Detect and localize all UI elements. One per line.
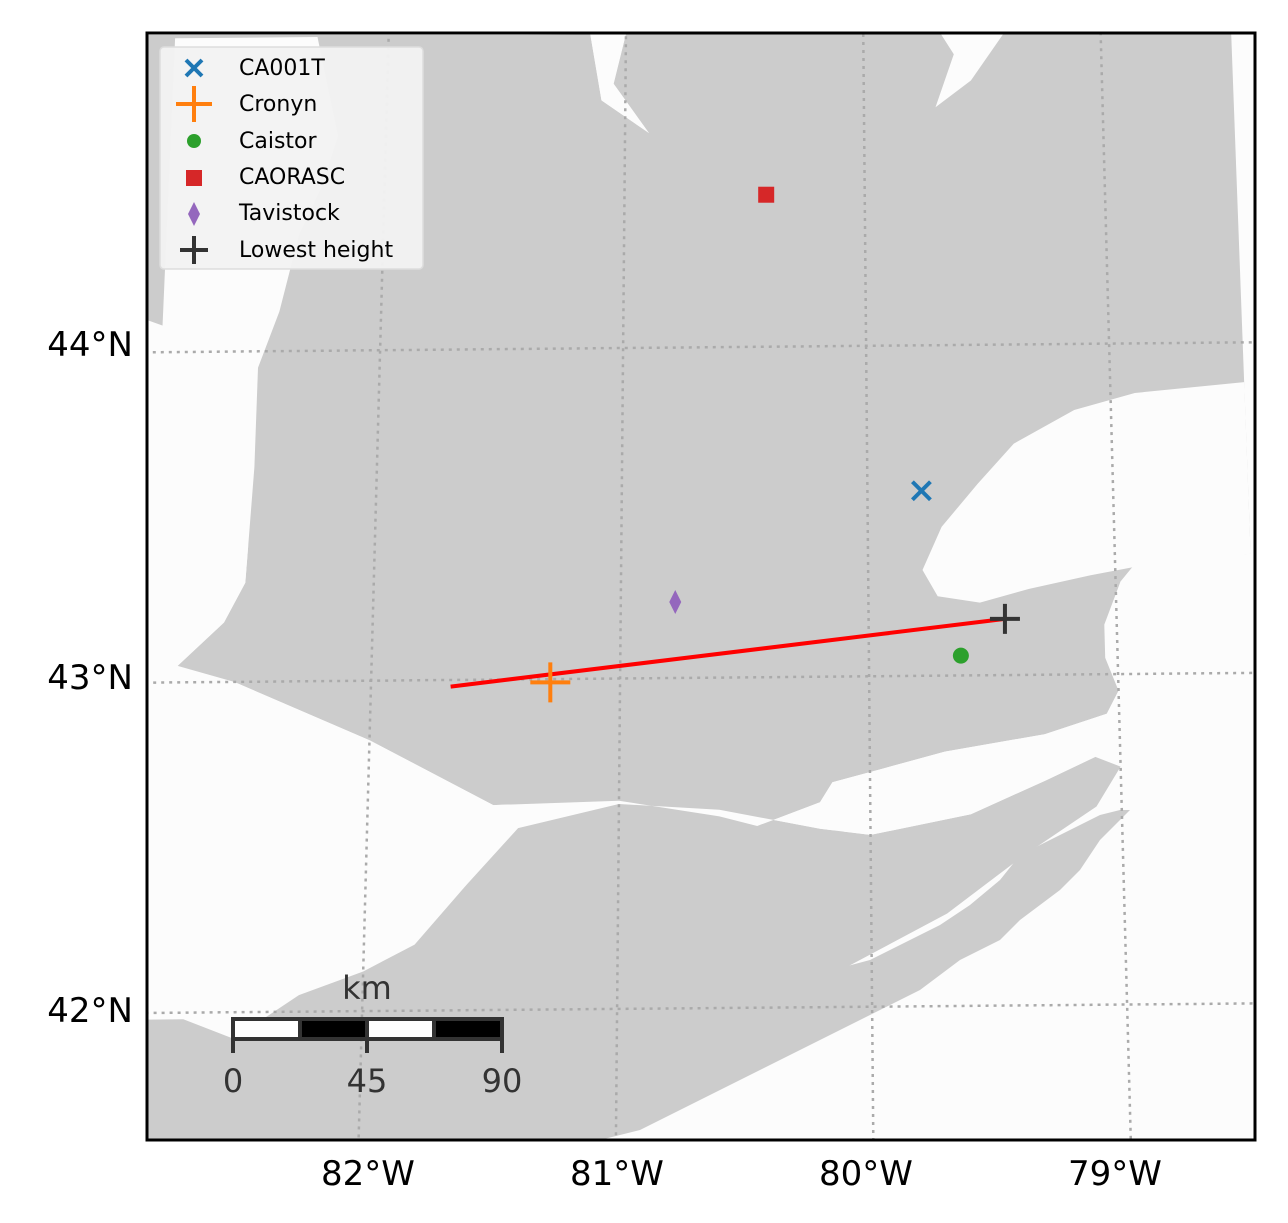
lake-polygon bbox=[147, 681, 1107, 1039]
legend-marker-plus-icon bbox=[176, 86, 212, 122]
trajectory-line bbox=[450, 616, 1006, 689]
legend-label: Cronyn bbox=[239, 92, 317, 117]
legend-entry: Tavistock bbox=[188, 201, 340, 226]
scale-segment bbox=[298, 1017, 369, 1041]
x-tick-label: 79°W bbox=[1068, 1154, 1162, 1194]
legend-entry: CAORASC bbox=[186, 165, 345, 190]
scale-label: 45 bbox=[347, 1062, 388, 1100]
legend-label: Caistor bbox=[239, 129, 318, 154]
legend-marker-x-icon bbox=[184, 58, 204, 78]
scale-label: 0 bbox=[223, 1062, 243, 1100]
scale-segment bbox=[365, 1017, 436, 1041]
legend-box bbox=[159, 46, 424, 270]
meridian-gridline bbox=[614, 33, 628, 1140]
station-marker-plus-icon bbox=[989, 603, 1020, 634]
scale-segment bbox=[231, 1017, 302, 1041]
station-marker-square-icon bbox=[758, 186, 775, 203]
land-polygon bbox=[175, 33, 1251, 826]
y-tick-label: 42°N bbox=[47, 991, 133, 1031]
lake-polygon bbox=[922, 382, 1251, 603]
scale-segment bbox=[432, 1017, 504, 1041]
meridian-gridline bbox=[862, 33, 875, 1140]
map-frame bbox=[145, 31, 1257, 1142]
legend-label: CA001T bbox=[239, 56, 325, 81]
parallel-gridline bbox=[147, 341, 1255, 354]
legend-marker-circle-icon bbox=[187, 134, 201, 148]
scale-ticks bbox=[231, 1019, 504, 1053]
legend-label: Tavistock bbox=[238, 201, 340, 226]
legend-label: Lowest height bbox=[239, 238, 393, 263]
legend-marker-diamond-icon bbox=[188, 202, 200, 226]
y-tick-label: 43°N bbox=[47, 658, 133, 698]
x-tick-label: 82°W bbox=[321, 1154, 415, 1194]
station-marker-circle-icon bbox=[952, 647, 969, 664]
legend-marker-square-icon bbox=[186, 170, 202, 186]
legend-label: CAORASC bbox=[239, 165, 345, 190]
legend: CA001T Cronyn Caistor CAORASC Tavistock … bbox=[159, 46, 424, 270]
legend-marker-plus-icon bbox=[180, 236, 208, 264]
tick-labels: 82°W 81°W 80°W 79°W 44°N 43°N 42°N bbox=[47, 325, 1162, 1194]
station-marker-diamond-icon bbox=[669, 589, 682, 614]
x-tick-label: 80°W bbox=[819, 1154, 913, 1194]
scale-label: 90 bbox=[482, 1062, 523, 1100]
legend-entry: Cronyn bbox=[176, 86, 317, 122]
scale-unit-label: km bbox=[342, 969, 392, 1007]
land-polygon bbox=[147, 756, 1121, 1140]
y-tick-label: 44°N bbox=[47, 325, 133, 365]
station-marker-x-icon bbox=[911, 480, 932, 502]
legend-entry: Lowest height bbox=[180, 236, 393, 264]
legend-entry: CA001T bbox=[184, 56, 325, 81]
x-tick-label: 81°W bbox=[570, 1154, 664, 1194]
station-marker-plus-icon bbox=[530, 662, 571, 703]
scale-bar: km 0 45 90 bbox=[223, 969, 523, 1100]
legend-entry: Caistor bbox=[187, 129, 318, 154]
lake-polygon bbox=[590, 34, 649, 133]
